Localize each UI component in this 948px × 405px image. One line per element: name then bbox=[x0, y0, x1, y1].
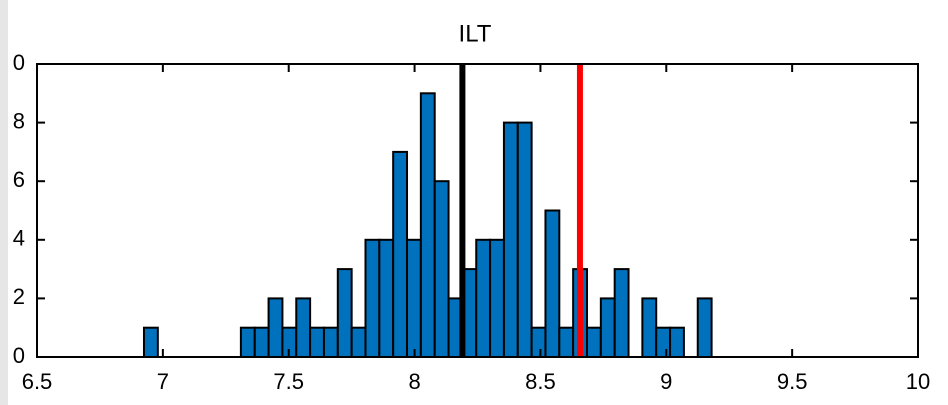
bar bbox=[336, 268, 353, 359]
bar bbox=[295, 297, 312, 358]
bar bbox=[378, 238, 395, 358]
bar bbox=[406, 238, 422, 358]
bar bbox=[433, 180, 450, 358]
y-tick-label: 8 bbox=[13, 108, 25, 133]
bar bbox=[489, 238, 505, 358]
x-tick-label: 6.5 bbox=[22, 369, 53, 394]
bar bbox=[669, 326, 685, 359]
y-tick-label: 4 bbox=[13, 226, 25, 251]
bar bbox=[516, 121, 533, 358]
bar bbox=[696, 297, 713, 358]
x-tick-label: 8.5 bbox=[525, 369, 556, 394]
bar bbox=[544, 209, 561, 358]
x-tick-label: 9.5 bbox=[777, 369, 808, 394]
x-tick-label: 7.5 bbox=[273, 369, 304, 394]
y-tick-label: 2 bbox=[13, 284, 25, 309]
y-tick-label: 6 bbox=[13, 167, 25, 192]
x-tick-label: 10 bbox=[906, 369, 930, 394]
bar bbox=[239, 326, 256, 359]
plot-frame bbox=[36, 63, 919, 358]
x-tick-label: 9 bbox=[660, 369, 672, 394]
bar bbox=[253, 326, 270, 359]
bar bbox=[392, 150, 409, 358]
bar bbox=[641, 297, 658, 358]
side-strip bbox=[0, 0, 8, 405]
chart-title: ILT bbox=[459, 20, 492, 47]
bar bbox=[655, 326, 672, 359]
x-tick-label: 8 bbox=[408, 369, 420, 394]
bar bbox=[558, 326, 575, 359]
bar bbox=[613, 268, 630, 359]
bar bbox=[599, 297, 616, 358]
bar bbox=[502, 121, 519, 358]
bar bbox=[267, 297, 284, 358]
bar bbox=[142, 326, 159, 359]
y-tick-label: 0 bbox=[13, 343, 25, 368]
bar bbox=[530, 326, 547, 359]
y-tick-label: 0 bbox=[13, 50, 25, 75]
bar bbox=[350, 326, 367, 359]
bar bbox=[585, 326, 602, 359]
bar bbox=[419, 92, 436, 359]
x-tick-label: 7 bbox=[157, 369, 169, 394]
bar bbox=[475, 238, 492, 358]
bar bbox=[322, 326, 339, 359]
bar bbox=[364, 238, 381, 358]
bar bbox=[309, 326, 325, 359]
